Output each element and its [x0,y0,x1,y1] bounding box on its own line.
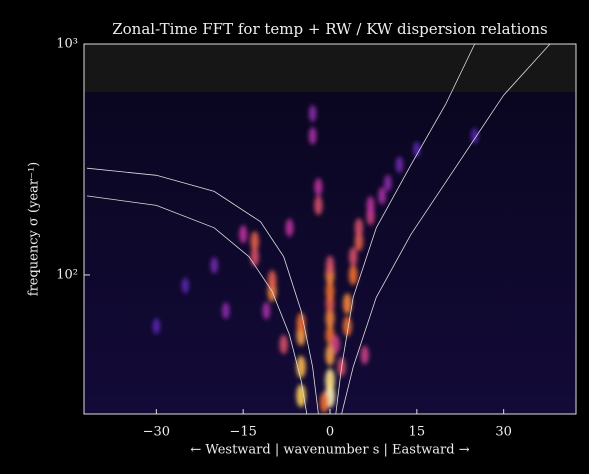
heat-cell [279,334,288,355]
y-tick-label: 10² [56,267,78,282]
x-tick-label: 30 [495,425,512,440]
heat-cell [210,257,218,274]
heat-cell [319,392,329,413]
heat-cell [267,270,277,290]
heat-cell [285,218,294,237]
dispersion-curve [86,195,308,415]
chart-title: Zonal-Time FFT for temp + RW / KW disper… [112,20,548,38]
heatmap [152,105,479,413]
dispersion-curve [335,43,476,415]
heat-cell [181,277,189,294]
heat-cell [378,187,386,205]
x-tick-label: −30 [143,425,170,440]
heat-cell [471,128,479,144]
axes: −30 −15 0 15 30 10² 10³ [56,37,512,440]
heat-cell [342,293,352,315]
x-tick-label: 0 [326,425,334,440]
heat-cell [354,231,364,252]
dispersion-curve [341,43,551,415]
heat-cell [413,141,421,158]
heat-cell [314,195,323,216]
x-axis-label: ← Westward | wavenumber s | Eastward → [190,443,469,458]
heat-cell [325,307,335,329]
heat-cell [348,264,358,286]
heat-cell [308,105,317,122]
heat-cell [314,178,323,197]
heat-cell [325,368,335,392]
heat-cell [250,231,260,252]
curves [86,43,551,415]
x-tick-label: −15 [229,425,256,440]
heat-cell [384,174,392,192]
heat-cell [262,302,271,320]
heat-cell [325,255,335,275]
heat-cell [296,312,306,334]
y-tick-label: 10³ [56,37,78,52]
heat-cell [296,384,306,408]
heat-cell [366,196,375,215]
x-tick-label: 15 [409,425,426,440]
heat-cell [331,335,340,354]
dispersion-curve [86,167,319,415]
heat-cell [395,156,404,173]
heat-cell [360,345,369,365]
heat-cell [354,218,364,238]
heat-cell [222,302,230,320]
heat-cell [325,281,335,302]
heat-cell [348,247,358,267]
heat-cell [308,127,317,145]
heat-cell [152,318,160,334]
y-axis-label: frequency σ (year⁻¹) [27,162,42,296]
heat-cell [239,225,248,244]
heat-cell [325,344,335,366]
